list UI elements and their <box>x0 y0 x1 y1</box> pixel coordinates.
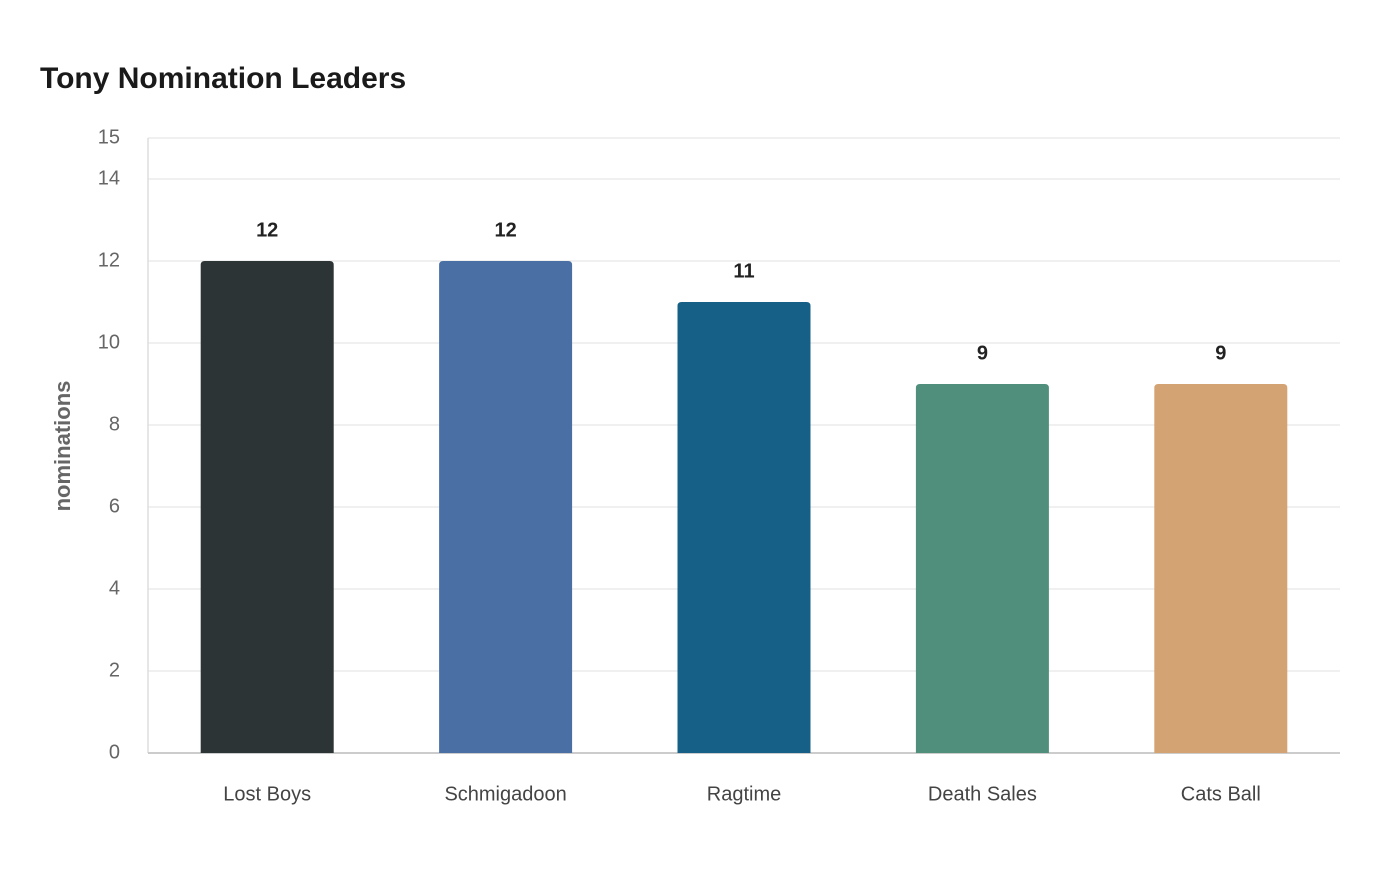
y-tick-label: 6 <box>109 495 120 517</box>
y-tick-label: 0 <box>109 741 120 763</box>
bar <box>1154 384 1288 753</box>
value-label: 11 <box>733 260 754 282</box>
y-tick-label: 4 <box>109 577 120 599</box>
x-tick-label: Schmigadoon <box>444 783 566 805</box>
x-tick-label: Ragtime <box>707 783 781 805</box>
bar <box>439 261 573 753</box>
bar <box>915 384 1049 753</box>
value-label: 9 <box>977 342 988 364</box>
y-tick-label: 14 <box>98 167 120 189</box>
y-axis-label: nominations <box>50 381 75 512</box>
chart-title: Tony Nomination Leaders <box>40 62 406 95</box>
bar <box>677 302 811 753</box>
value-label: 9 <box>1215 342 1226 364</box>
y-tick-label: 12 <box>98 249 120 271</box>
value-label: 12 <box>256 219 278 241</box>
x-tick-label: Lost Boys <box>223 783 311 805</box>
y-tick-label: 10 <box>98 331 120 353</box>
y-tick-label: 2 <box>109 659 120 681</box>
y-tick-label: 15 <box>98 126 120 148</box>
value-label: 12 <box>494 219 516 241</box>
y-tick-label: 8 <box>109 413 120 435</box>
x-tick-label: Death Sales <box>928 783 1037 805</box>
x-tick-label: Cats Ball <box>1181 783 1261 805</box>
bar <box>200 261 334 753</box>
